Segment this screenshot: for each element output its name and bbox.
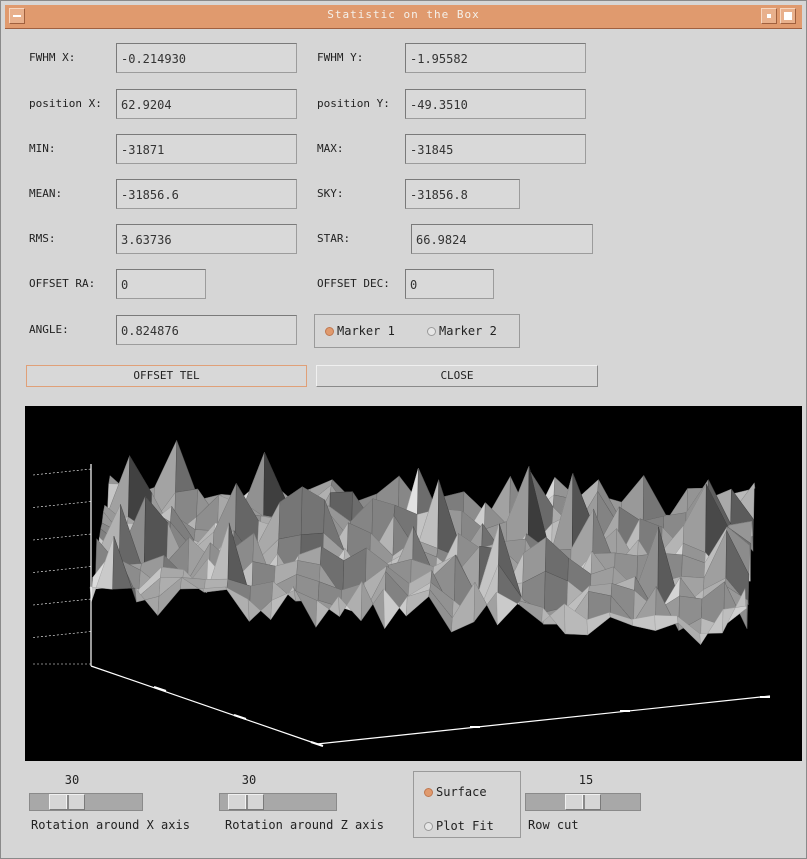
minimize-icon [767, 14, 771, 18]
plot-axis [90, 665, 318, 745]
x-axis-tick [233, 714, 247, 720]
minus-icon [13, 15, 21, 17]
offset-dec-field[interactable]: 0 [405, 269, 494, 299]
surface-plot [25, 406, 802, 761]
fwhm-x-label: FWHM X: [29, 51, 76, 64]
plot-fit-label: Plot Fit [436, 819, 494, 833]
z-axis-tick [32, 566, 92, 573]
angle-field[interactable]: 0.824876 [116, 315, 297, 345]
rot-x-slider-thumb[interactable] [49, 794, 85, 810]
title-bar[interactable]: Statistic on the Box [5, 5, 802, 29]
row-cut-slider[interactable] [525, 793, 641, 811]
offset-ra-label: OFFSET RA: [29, 277, 96, 290]
fwhm-y-field[interactable]: -1.95582 [405, 43, 586, 73]
max-field[interactable]: -31845 [405, 134, 586, 164]
angle-label: ANGLE: [29, 323, 69, 336]
row-cut-value: 15 [578, 773, 594, 787]
marker-1-label: Marker 1 [337, 324, 395, 338]
min-field[interactable]: -31871 [116, 134, 297, 164]
rot-x-value: 30 [64, 773, 80, 787]
rot-z-value: 30 [241, 773, 257, 787]
plot-axis [316, 695, 771, 745]
surface-facet [654, 615, 679, 631]
x-axis-tick [310, 741, 324, 747]
surface-label: Surface [436, 785, 487, 799]
marker-2-radio[interactable]: Marker 2 [427, 323, 497, 339]
marker-radio-group: Marker 1 Marker 2 [314, 314, 520, 348]
row-cut-label: Row cut [528, 818, 579, 832]
z-axis-tick [32, 631, 92, 638]
mean-field[interactable]: -31856.6 [116, 179, 297, 209]
mean-label: MEAN: [29, 187, 63, 200]
offset-dec-label: OFFSET DEC: [317, 277, 390, 290]
position-x-label: position X: [29, 97, 102, 110]
surface-facet [722, 587, 746, 634]
offset-tel-button[interactable]: OFFSET TEL [26, 365, 307, 387]
offset-ra-field[interactable]: 0 [116, 269, 206, 299]
rms-label: RMS: [29, 232, 56, 245]
sky-field[interactable]: -31856.8 [405, 179, 520, 209]
z-axis-tick [32, 468, 92, 476]
minimize-button[interactable] [761, 8, 777, 24]
fwhm-y-label: FWHM Y: [317, 51, 364, 64]
star-field[interactable]: 66.9824 [411, 224, 593, 254]
maximize-button[interactable] [780, 8, 796, 24]
plot-fit-radio[interactable]: Plot Fit [424, 818, 494, 834]
radio-unselected-icon [424, 822, 433, 831]
min-label: MIN: [29, 142, 56, 155]
position-y-field[interactable]: -49.3510 [405, 89, 586, 119]
max-label: MAX: [317, 142, 344, 155]
z-axis-tick [32, 598, 92, 606]
rms-field[interactable]: 3.63736 [116, 224, 297, 254]
rot-x-slider[interactable] [29, 793, 143, 811]
marker-1-radio[interactable]: Marker 1 [325, 323, 395, 339]
position-x-field[interactable]: 62.9204 [116, 89, 297, 119]
radio-selected-icon [424, 788, 433, 797]
rot-z-slider-thumb[interactable] [228, 794, 264, 810]
z-axis-tick [32, 501, 92, 508]
x-axis-tick [153, 686, 167, 692]
surface-radio[interactable]: Surface [424, 784, 487, 800]
maximize-icon [784, 12, 792, 20]
window-menu-button[interactable] [9, 8, 25, 24]
window-title: Statistic on the Box [327, 8, 480, 21]
rot-x-label: Rotation around X axis [31, 818, 190, 832]
row-cut-slider-thumb[interactable] [565, 794, 601, 810]
fwhm-x-field[interactable]: -0.214930 [116, 43, 297, 73]
star-label: STAR: [317, 232, 351, 245]
marker-2-label: Marker 2 [439, 324, 497, 338]
rot-z-slider[interactable] [219, 793, 337, 811]
surface-plot-canvas [32, 440, 771, 747]
close-button[interactable]: CLOSE [316, 365, 598, 387]
z-axis-tick [32, 533, 92, 541]
radio-unselected-icon [427, 327, 436, 336]
rot-z-label: Rotation around Z axis [225, 818, 384, 832]
sky-label: SKY: [317, 187, 344, 200]
radio-selected-icon [325, 327, 334, 336]
mode-radio-group: Surface Plot Fit [413, 771, 521, 838]
position-y-label: position Y: [317, 97, 390, 110]
